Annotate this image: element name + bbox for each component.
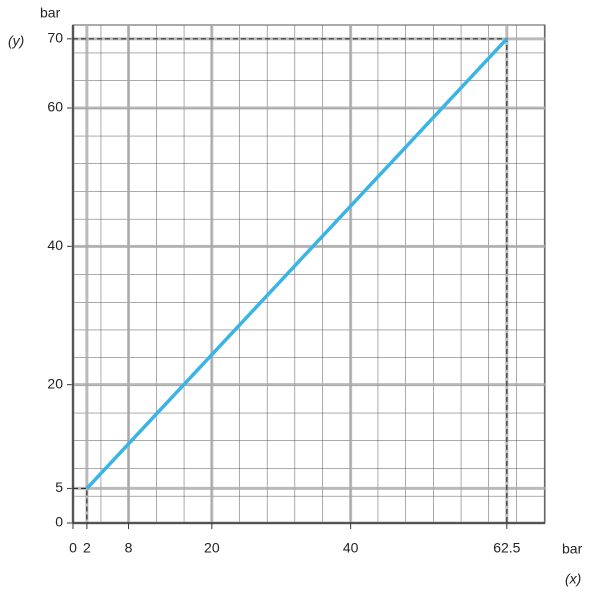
y-axis-symbol: (y): [8, 33, 24, 49]
y-tick-label: 70: [47, 30, 63, 46]
x-tick-label: 40: [343, 540, 359, 556]
guide-line: [73, 487, 88, 523]
y-tick-label: 20: [47, 375, 63, 391]
y-tick-label: 60: [47, 99, 63, 115]
guide-line: [73, 38, 508, 523]
y-tick-label: 0: [55, 514, 63, 530]
x-axis-label: bar: [562, 541, 583, 557]
plot-grid: [72, 24, 546, 524]
x-tick-label: 2: [83, 540, 91, 556]
x-tick-label: 62.5: [493, 540, 520, 556]
y-tick-label: 40: [47, 237, 63, 253]
x-axis-symbol: (x): [565, 571, 581, 587]
x-tick-label: 8: [125, 540, 133, 556]
data-line: [85, 37, 509, 490]
y-axis-label: bar: [40, 5, 61, 21]
y-tick-label: 5: [55, 479, 63, 495]
x-tick-label: 20: [204, 540, 220, 556]
x-tick-label: 0: [69, 540, 77, 556]
